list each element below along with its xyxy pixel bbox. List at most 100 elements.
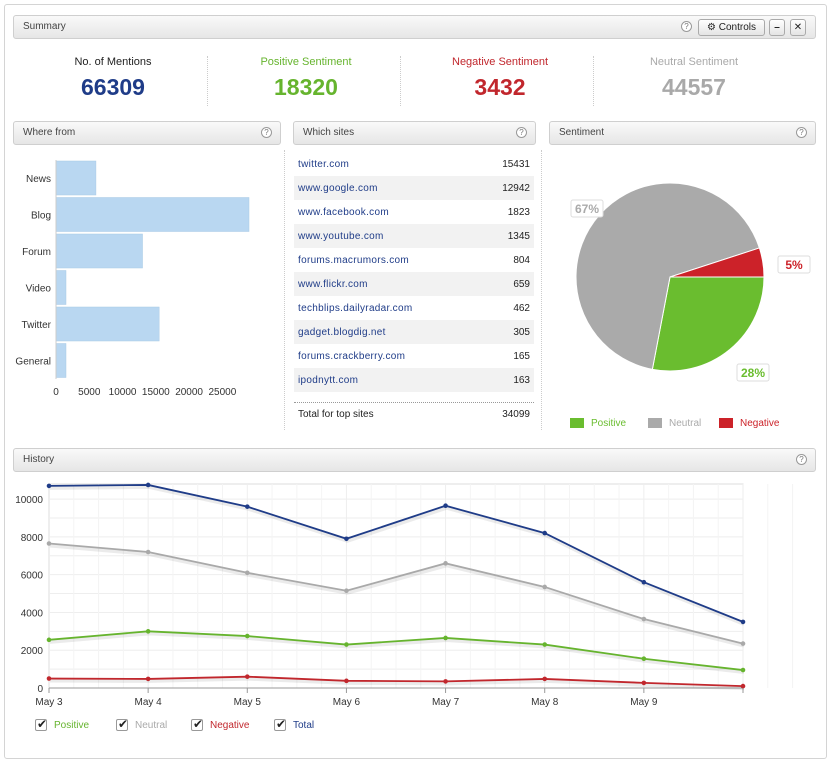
data-point[interactable]	[145, 629, 151, 634]
site-row[interactable]: gadget.blogdig.net 305	[294, 320, 534, 344]
data-point[interactable]	[344, 536, 349, 542]
minimize-button[interactable]: –	[769, 19, 785, 36]
data-point[interactable]	[145, 482, 151, 488]
stat-value: 18320	[274, 74, 338, 100]
site-row[interactable]: www.facebook.com 1823	[294, 200, 534, 224]
site-row[interactable]: ipodnytt.com 163	[294, 368, 534, 392]
site-link[interactable]: www.facebook.com	[298, 207, 389, 218]
data-point[interactable]	[244, 633, 250, 639]
data-point[interactable]	[443, 561, 448, 566]
site-link[interactable]: www.google.com	[298, 183, 378, 194]
help-icon[interactable]: ?	[516, 127, 527, 138]
help-icon[interactable]: ?	[681, 21, 692, 32]
data-point[interactable]	[641, 616, 647, 622]
history-line-chart: 0 2000 4000 6000 8000 10000 May 3 May 4 May 5 May…	[15, 482, 794, 708]
data-point[interactable]	[740, 667, 746, 673]
stat-value: 66309	[81, 74, 145, 100]
site-count: 1345	[507, 231, 530, 242]
pie-slice-negative	[669, 247, 765, 278]
data-point[interactable]	[641, 680, 647, 686]
site-row[interactable]: forums.macrumors.com 804	[294, 248, 534, 272]
site-link[interactable]: twitter.com	[298, 159, 350, 170]
site-count: 163	[513, 375, 530, 386]
help-icon[interactable]: ?	[261, 127, 272, 138]
x-tick-label: 5000	[78, 387, 101, 398]
data-point[interactable]	[641, 656, 647, 662]
series-checkbox[interactable]: ✔	[35, 717, 47, 731]
divider	[400, 56, 401, 106]
data-point[interactable]	[641, 579, 647, 585]
data-point[interactable]	[46, 483, 52, 489]
series-checkbox[interactable]: ✔	[274, 717, 286, 731]
data-point[interactable]	[542, 676, 548, 682]
which-sites-header: Which sites ?	[293, 121, 536, 145]
site-link[interactable]: forums.crackberry.com	[298, 351, 406, 362]
series-checkbox[interactable]: ✔	[116, 717, 128, 731]
site-row[interactable]: www.flickr.com 659	[294, 272, 534, 296]
site-count: 12942	[502, 183, 530, 194]
data-point[interactable]	[443, 679, 448, 684]
category-label: General	[15, 357, 51, 368]
site-row[interactable]: www.google.com 12942	[294, 176, 534, 200]
legend-label: Total	[293, 720, 315, 731]
series-checkbox[interactable]: ✔	[191, 717, 203, 731]
stat-positive: Positive Sentiment 18320	[216, 56, 396, 101]
total-label: Total for top sites	[298, 409, 374, 420]
category-label: News	[26, 174, 51, 185]
data-point[interactable]	[443, 635, 448, 641]
site-count: 15431	[502, 159, 530, 170]
help-icon[interactable]: ?	[796, 454, 807, 465]
site-link[interactable]: www.youtube.com	[298, 231, 384, 242]
help-icon[interactable]: ?	[796, 127, 807, 138]
pie-slice-positive	[651, 276, 765, 372]
data-point[interactable]	[344, 642, 349, 647]
history-header: History ?	[13, 448, 816, 472]
controls-label: Controls	[718, 22, 756, 33]
site-count: 804	[513, 255, 530, 266]
data-point[interactable]	[542, 584, 548, 590]
site-link[interactable]: forums.macrumors.com	[298, 255, 410, 266]
sentiment-pie-chart: 28% 67% 5%	[570, 182, 811, 382]
data-point[interactable]	[145, 676, 151, 682]
data-point[interactable]	[145, 549, 151, 555]
site-row[interactable]: techblips.dailyradar.com 462	[294, 296, 534, 320]
where-from-chart: News Blog Forum Video Twitter General 0 5000 100…	[15, 160, 250, 398]
legend-label: Negative	[740, 418, 780, 429]
site-link[interactable]: ipodnytt.com	[298, 375, 359, 386]
site-row[interactable]: forums.crackberry.com 165	[294, 344, 534, 368]
data-point[interactable]	[542, 642, 548, 647]
stat-label: No. of Mentions	[74, 56, 152, 68]
controls-button[interactable]: ⚙ Controls	[698, 19, 765, 36]
data-point[interactable]	[740, 641, 746, 646]
data-point[interactable]	[46, 676, 52, 681]
site-row[interactable]: www.youtube.com 1345	[294, 224, 534, 248]
close-button[interactable]: ✕	[790, 19, 806, 36]
data-point[interactable]	[443, 503, 448, 509]
data-point[interactable]	[740, 683, 746, 689]
site-row[interactable]: twitter.com 15431	[294, 152, 534, 176]
legend-label: Neutral	[669, 418, 702, 429]
data-point[interactable]	[344, 588, 349, 594]
site-link[interactable]: gadget.blogdig.net	[298, 327, 386, 338]
series-line-neutral	[48, 542, 744, 645]
data-point[interactable]	[244, 674, 250, 679]
data-point[interactable]	[244, 504, 250, 509]
bar-news	[55, 160, 97, 196]
data-point[interactable]	[244, 570, 250, 576]
data-point[interactable]	[542, 530, 548, 536]
data-point[interactable]	[46, 541, 52, 546]
stat-mentions: No. of Mentions 66309	[23, 56, 203, 101]
legend-swatch	[648, 418, 662, 428]
y-tick-label: 6000	[21, 571, 44, 582]
bar-video	[55, 270, 67, 305]
data-point[interactable]	[344, 678, 349, 684]
data-point[interactable]	[740, 619, 746, 625]
divider	[593, 56, 594, 106]
summary-title: Summary	[23, 21, 66, 32]
site-link[interactable]: www.flickr.com	[298, 279, 368, 290]
legend-swatch	[570, 418, 584, 428]
divider	[541, 150, 542, 430]
data-point[interactable]	[46, 637, 52, 643]
x-tick-label: May 4	[135, 697, 163, 708]
site-link[interactable]: techblips.dailyradar.com	[298, 303, 413, 314]
